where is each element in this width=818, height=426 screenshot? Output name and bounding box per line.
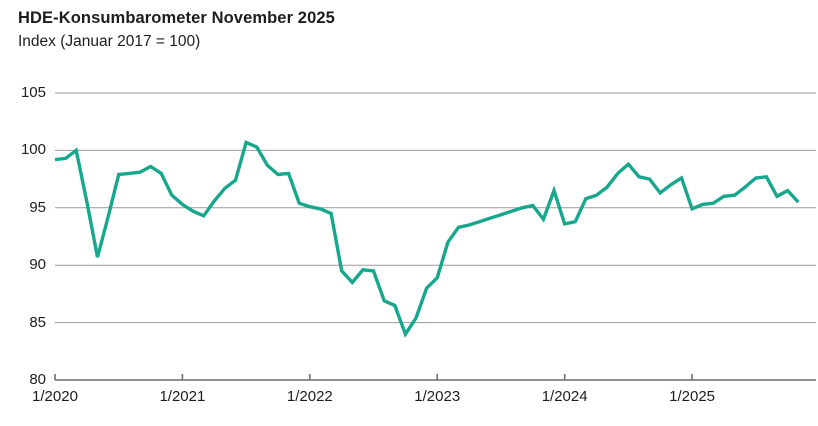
y-tick-label: 105: [20, 84, 46, 101]
chart-title: HDE-Konsumbarometer November 2025: [18, 9, 335, 27]
y-tick-label: 95: [29, 198, 46, 216]
chart-subtitle: Index (Januar 2017 = 100): [18, 33, 201, 50]
x-tick-label: 1/2023: [414, 388, 461, 405]
x-tick-label: 1/2022: [286, 388, 333, 405]
gridlines: [55, 92, 816, 381]
y-tick-label: 100: [20, 141, 46, 159]
x-axis: [54, 374, 693, 380]
x-tick-label: 1/2021: [159, 388, 206, 405]
x-tick-label: 1/2024: [541, 388, 588, 405]
chart-line: [54, 140, 800, 338]
x-tick-label: 1/2020: [32, 388, 78, 405]
y-tick-label: 85: [29, 313, 46, 331]
x-tick-label: 1/2025: [669, 388, 716, 405]
y-tick-label: 80: [29, 371, 46, 388]
y-tick-label: 90: [29, 256, 46, 274]
